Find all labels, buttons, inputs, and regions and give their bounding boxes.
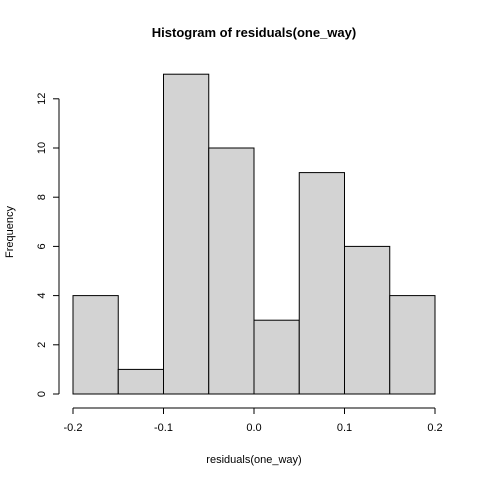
y-tick-label: 0 [36, 391, 48, 397]
y-tick-label: 6 [36, 243, 48, 249]
histogram-bar-4 [208, 147, 255, 395]
y-axis: 0 2 4 6 8 10 12 [36, 93, 60, 397]
histogram-bar-3 [163, 73, 210, 395]
histogram-bar-1 [72, 295, 119, 395]
y-tick-label: 8 [36, 194, 48, 200]
histogram-bar-6 [298, 172, 345, 395]
y-axis-label: Frequency [4, 206, 16, 258]
x-tick-label: -0.2 [64, 422, 83, 434]
y-tick-label: 4 [36, 293, 48, 299]
x-tick-label: -0.1 [154, 422, 173, 434]
x-axis: -0.2 -0.1 0.0 0.1 0.2 [64, 407, 443, 434]
y-tick-label: 10 [36, 142, 48, 154]
histogram-bar-7 [344, 245, 391, 395]
x-axis-label: residuals(one_way) [206, 454, 301, 466]
x-tick-label: 0.0 [246, 422, 261, 434]
histogram-bar-2 [117, 368, 164, 395]
histogram-bar-8 [389, 295, 436, 395]
y-tick-label: 2 [36, 342, 48, 348]
x-tick-label: 0.2 [427, 422, 442, 434]
bars-group [72, 73, 436, 395]
chart-title: Histogram of residuals(one_way) [152, 25, 356, 40]
histogram-bar-5 [253, 319, 300, 395]
y-tick-label: 12 [36, 93, 48, 105]
x-tick-label: 0.1 [337, 422, 352, 434]
